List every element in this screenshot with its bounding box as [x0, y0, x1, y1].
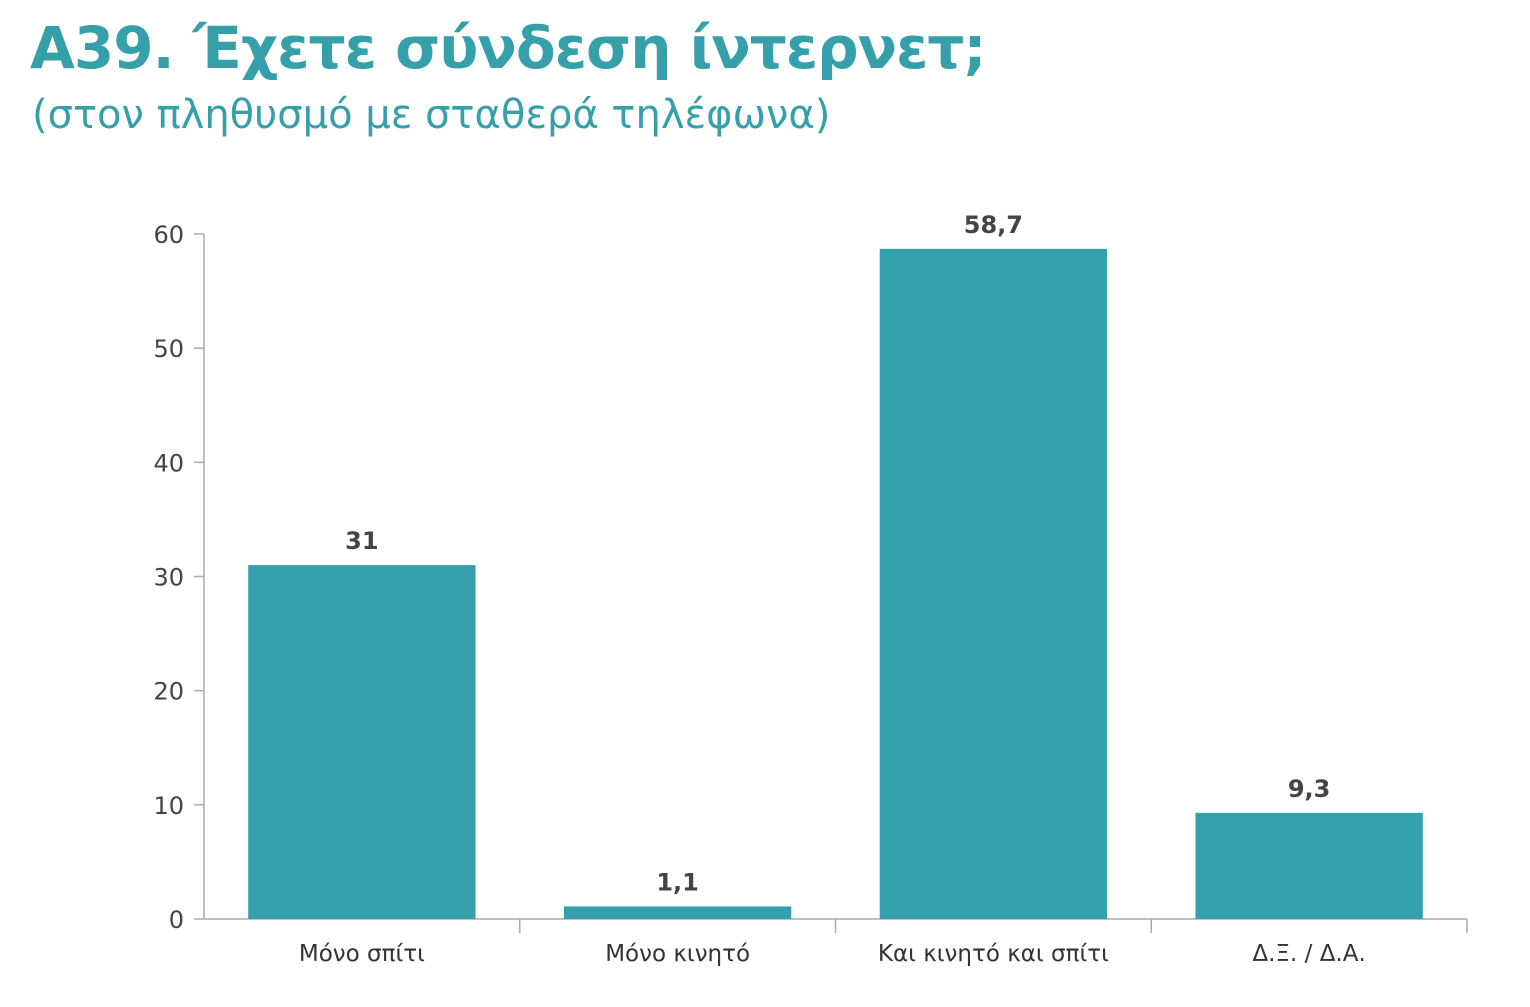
data-label: 58,7	[964, 211, 1023, 239]
bar	[563, 906, 792, 919]
y-tick-label: 40	[153, 449, 184, 477]
chart-axes: 0 10 20 30 40 50 60	[153, 221, 1468, 934]
data-label: 1,1	[656, 868, 699, 896]
y-tick-label: 0	[169, 906, 184, 934]
bar	[1195, 812, 1423, 919]
chart-subtitle: (στον πληθυσμό με σταθερά τηλέφωνα)	[32, 92, 831, 138]
y-tick-label: 50	[153, 335, 184, 363]
x-tick-label: Μόνο σπίτι	[299, 941, 425, 967]
y-tick-label: 60	[153, 221, 184, 249]
data-label: 31	[345, 527, 378, 555]
y-tick-label: 10	[153, 792, 184, 820]
y-tick-label: 30	[153, 564, 184, 592]
bar	[879, 248, 1108, 919]
y-tick-label: 20	[153, 678, 184, 706]
chart-labels: 31 Μόνο σπίτι 1,1 Μόνο κινητό 58,7 Και κινητό…	[299, 211, 1366, 967]
bar	[248, 565, 476, 919]
x-tick-label: Δ.Ξ. / Δ.Α.	[1252, 941, 1365, 967]
data-label: 9,3	[1288, 775, 1331, 803]
x-tick-label: Μόνο κινητό	[605, 941, 750, 967]
x-tick-label: Και κινητό και σπίτι	[878, 941, 1109, 967]
chart-bars	[248, 248, 1423, 919]
chart-title: A39. Έχετε σύνδεση ίντερνετ;	[30, 14, 987, 82]
